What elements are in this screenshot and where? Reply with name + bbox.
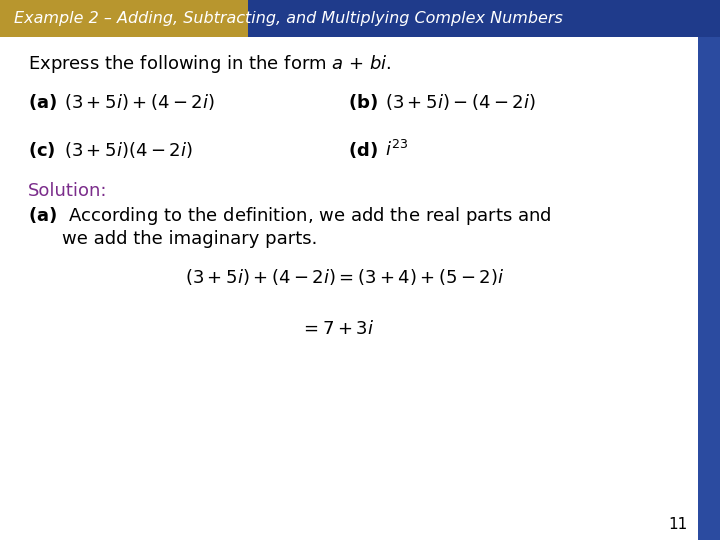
Text: $\mathbf{(b)}$: $\mathbf{(b)}$ [348,92,378,112]
Text: $(3 + 5i) + (4 - 2i)$: $(3 + 5i) + (4 - 2i)$ [64,92,215,112]
Text: $= 7 + 3i$: $= 7 + 3i$ [300,320,374,338]
Text: 11: 11 [669,517,688,532]
Text: $(3 + 5i)(4 - 2i)$: $(3 + 5i)(4 - 2i)$ [64,140,192,160]
Text: $i^{23}$: $i^{23}$ [385,140,408,160]
Text: Solution:: Solution: [28,182,107,200]
Text: Example 2 – Adding, Subtracting, and Multiplying Complex Numbers: Example 2 – Adding, Subtracting, and Mul… [14,11,563,26]
Text: $\mathbf{(d)}$: $\mathbf{(d)}$ [348,140,378,160]
Text: $\mathbf{(c)}$: $\mathbf{(c)}$ [28,140,55,160]
Text: Express the following in the form $a$ + $bi$.: Express the following in the form $a$ + … [28,53,392,75]
Text: $(3 + 5i) - (4 - 2i)$: $(3 + 5i) - (4 - 2i)$ [385,92,536,112]
Bar [698,37,720,540]
Text: $(3 + 5i) + (4 - 2i) = (3 + 4) + (5 - 2)i$: $(3 + 5i) + (4 - 2i) = (3 + 4) + (5 - 2)… [185,267,505,287]
Bar [0,0,248,37]
Bar [248,0,720,37]
Text: $\mathbf{(a)}$  According to the definition, we add the real parts and: $\mathbf{(a)}$ According to the definiti… [28,205,552,227]
Text: we add the imaginary parts.: we add the imaginary parts. [62,230,318,248]
Text: $\mathbf{(a)}$: $\mathbf{(a)}$ [28,92,57,112]
